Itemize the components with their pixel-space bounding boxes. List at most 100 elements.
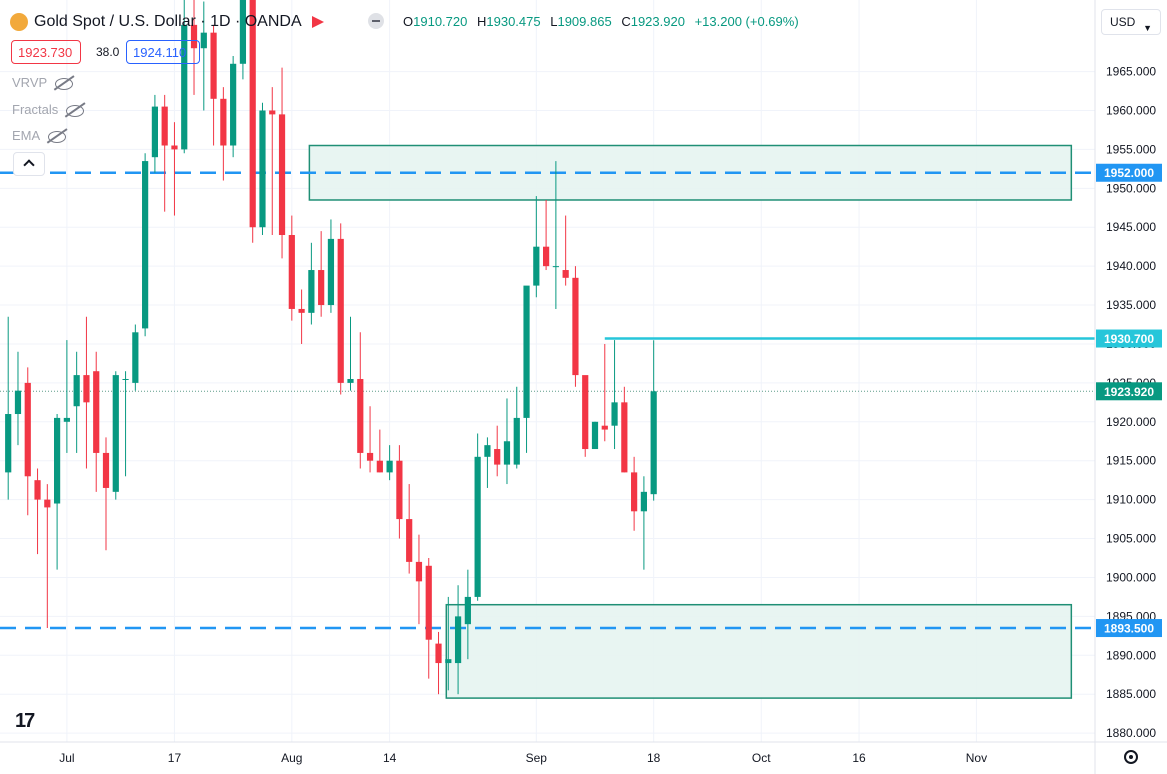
candle-body[interactable] — [63, 417, 70, 422]
candle-body[interactable] — [543, 246, 550, 267]
candle-body[interactable] — [562, 270, 569, 278]
candle-body[interactable] — [73, 375, 80, 407]
candle-body[interactable] — [298, 308, 305, 313]
candle-body[interactable] — [220, 98, 227, 146]
candle-body[interactable] — [503, 441, 511, 465]
candle-body[interactable] — [591, 421, 599, 450]
candle-body[interactable] — [34, 480, 41, 500]
candle-body[interactable] — [357, 378, 364, 453]
eye-hidden-icon[interactable] — [55, 77, 74, 90]
candle-body[interactable] — [396, 460, 403, 520]
gear-icon[interactable] — [1124, 750, 1138, 764]
candle-body[interactable] — [171, 145, 178, 150]
candle-body[interactable] — [112, 375, 119, 492]
indicator-fractals[interactable]: Fractals — [12, 102, 85, 117]
price-tick-label: 1905.000 — [1106, 532, 1156, 546]
symbol-header[interactable]: Gold Spot / U.S. Dollar · 1D · OANDA — [10, 10, 324, 34]
candle-body[interactable] — [601, 425, 608, 430]
candle-body[interactable] — [640, 491, 647, 512]
candle-body[interactable] — [44, 499, 51, 508]
candle-body[interactable] — [474, 456, 481, 597]
candle-body[interactable] — [494, 449, 501, 465]
zone-box[interactable] — [445, 603, 1073, 699]
candle-body[interactable] — [93, 371, 100, 453]
currency-button[interactable]: USD ▼ — [1101, 9, 1161, 35]
open-value: 1910.720 — [413, 14, 468, 29]
price-tick-label: 1910.000 — [1106, 493, 1156, 507]
candle-body[interactable] — [650, 391, 657, 495]
eye-hidden-icon[interactable] — [66, 104, 85, 117]
candle-body[interactable] — [445, 659, 452, 664]
symbol-title[interactable]: Gold Spot / U.S. Dollar · 1D · OANDA — [34, 13, 302, 30]
candle-body[interactable] — [269, 110, 276, 115]
indicator-vrvp[interactable]: VRVP — [12, 75, 74, 90]
open-label: O — [403, 14, 414, 29]
candle-body[interactable] — [278, 114, 286, 236]
candle-body[interactable] — [454, 616, 462, 664]
candle-body[interactable] — [14, 390, 22, 415]
time-tick-label: Sep — [526, 751, 548, 765]
chevron-up-icon[interactable] — [13, 152, 45, 176]
candle-body[interactable] — [122, 378, 129, 380]
buy-price-button[interactable]: 1924.110 — [126, 40, 200, 64]
price-label-text: 1893.500 — [1104, 622, 1154, 636]
candle-body[interactable] — [318, 270, 325, 306]
candle-body[interactable] — [132, 332, 139, 383]
candle-body[interactable] — [24, 382, 31, 477]
candle-body[interactable] — [533, 246, 540, 286]
candle-body[interactable] — [366, 452, 374, 461]
candle-body[interactable] — [190, 24, 198, 49]
price-tick-label: 1915.000 — [1106, 454, 1156, 468]
candle-body[interactable] — [621, 402, 628, 473]
candle-body[interactable] — [102, 452, 110, 488]
candle-body[interactable] — [513, 417, 520, 465]
candle-body[interactable] — [406, 519, 413, 562]
candle-body[interactable] — [161, 106, 168, 146]
price-tick-label: 1880.000 — [1106, 726, 1156, 740]
candle-body[interactable] — [327, 238, 335, 306]
candle-body[interactable] — [151, 106, 158, 158]
indicator-label: EMA — [12, 128, 41, 143]
chevron-down-icon: ▼ — [1143, 23, 1152, 33]
price-tick-label: 1945.000 — [1106, 220, 1156, 234]
sell-price-button[interactable]: 1923.730 — [11, 40, 81, 64]
candle-body[interactable] — [415, 561, 423, 582]
collapse-legend-icon[interactable] — [368, 13, 384, 29]
candle-body[interactable] — [484, 445, 491, 457]
candle-body[interactable] — [523, 285, 530, 418]
candle-body[interactable] — [83, 375, 90, 403]
candle-body[interactable] — [611, 402, 618, 426]
close-value: 1923.920 — [630, 14, 685, 29]
candle-body[interactable] — [386, 460, 393, 473]
indicator-ema[interactable]: EMA — [12, 128, 67, 143]
price-label-badge — [1096, 163, 1162, 182]
tradingview-logo[interactable]: 17 — [15, 710, 35, 732]
candle-body[interactable] — [142, 161, 149, 329]
candle-body[interactable] — [337, 238, 344, 383]
candle-body[interactable] — [5, 414, 12, 473]
candle-body[interactable] — [582, 375, 589, 450]
candle-body[interactable] — [425, 565, 432, 640]
candle-body[interactable] — [631, 472, 638, 512]
eye-hidden-icon[interactable] — [48, 130, 67, 143]
candle-body[interactable] — [552, 266, 559, 268]
candle-body[interactable] — [230, 63, 237, 146]
time-tick-label: 16 — [852, 751, 866, 765]
candle-body[interactable] — [464, 596, 471, 625]
candle-body[interactable] — [572, 277, 579, 376]
candle-body[interactable] — [347, 378, 354, 383]
candle-body[interactable] — [249, 0, 256, 228]
candle-body[interactable] — [435, 643, 442, 664]
candle-body[interactable] — [54, 417, 61, 504]
candle-body[interactable] — [308, 270, 315, 313]
candle-body[interactable] — [200, 32, 207, 49]
flag-icon[interactable] — [311, 16, 324, 28]
candle-body[interactable] — [210, 32, 217, 99]
candle-body[interactable] — [288, 235, 295, 309]
candle-body[interactable] — [181, 24, 188, 150]
ohlc-values: O1910.720 H1930.475 L1909.865 C1923.920 … — [403, 14, 805, 29]
candle-body[interactable] — [239, 0, 247, 64]
candle-body[interactable] — [259, 110, 266, 228]
candle-body[interactable] — [376, 460, 383, 473]
